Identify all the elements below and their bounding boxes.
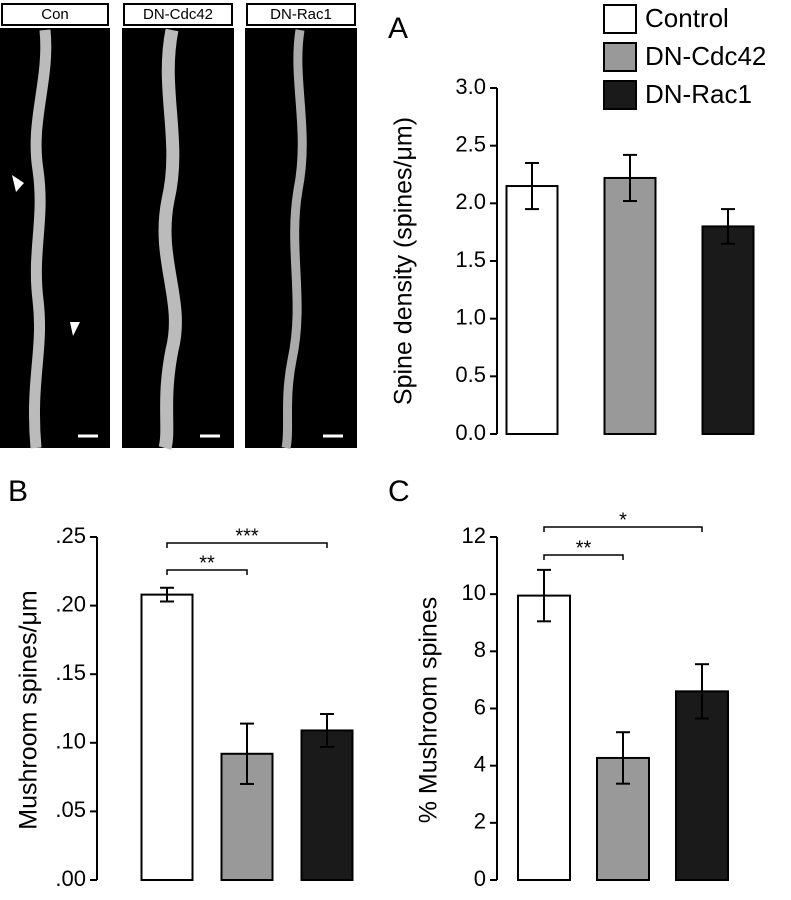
y-tick-label: .10	[55, 729, 86, 754]
panel-letter: A	[388, 12, 408, 45]
y-tick-label: 0.0	[455, 420, 486, 445]
label-box	[1, 3, 109, 26]
legend-label: DN-Rac1	[645, 79, 752, 109]
y-tick-label: 10	[462, 580, 486, 605]
significance-bracket	[166, 542, 328, 548]
y-tick-label: 6	[474, 694, 486, 719]
y-tick-label: 1.0	[455, 304, 486, 329]
arrowhead	[12, 175, 24, 192]
legend-label: DN-Cdc42	[645, 41, 766, 71]
y-tick-label: 1.5	[455, 247, 486, 272]
legend-swatch	[603, 80, 637, 110]
y-tick-label: .15	[55, 660, 86, 685]
significance-label: **	[199, 552, 215, 574]
y-tick-label: 0.5	[455, 362, 486, 387]
micrograph	[0, 28, 110, 448]
legend-swatch	[603, 42, 637, 72]
significance-label: ***	[235, 525, 259, 547]
bar	[675, 690, 729, 881]
significance-bracket	[543, 554, 624, 560]
y-tick-label: 8	[474, 637, 486, 662]
image-label: DN-Cdc42	[143, 6, 213, 23]
y-tick-label: .20	[55, 591, 86, 616]
bar	[517, 594, 571, 881]
dendrite	[281, 29, 307, 449]
bar	[140, 593, 194, 882]
y-tick-label: 2	[474, 809, 486, 834]
y-axis-label: Mushroom spines/μm	[15, 590, 43, 829]
bar	[300, 729, 354, 882]
micrographs: Con DN-Cdc42 DN-Rac1	[0, 3, 357, 450]
significance-label: *	[619, 509, 627, 531]
y-tick-label: .05	[55, 797, 86, 822]
legend-label: Control	[645, 3, 729, 33]
y-tick-label: .00	[55, 866, 86, 891]
panel-letter: B	[8, 475, 28, 508]
legend-swatch	[603, 4, 637, 34]
label-box	[246, 3, 356, 26]
significance-bracket	[543, 526, 703, 532]
y-axis-label: Spine density (spines/μm)	[390, 117, 418, 405]
significance-label: **	[576, 537, 592, 559]
micrograph	[122, 28, 234, 448]
dendrite	[29, 29, 52, 449]
y-tick-label: .25	[55, 523, 86, 548]
significance-bracket	[166, 569, 248, 575]
y-tick-label: 4	[474, 751, 486, 776]
bar	[701, 225, 755, 435]
y-axis-label: % Mushroom spines	[415, 597, 443, 823]
label-box	[123, 3, 233, 26]
y-tick-label: 2.0	[455, 189, 486, 214]
image-label: DN-Rac1	[270, 6, 332, 23]
dendrite	[158, 28, 182, 450]
image-label: Con	[41, 6, 69, 23]
bar	[603, 176, 657, 436]
y-tick-label: 12	[462, 523, 486, 548]
y-tick-label: 3.0	[455, 74, 486, 99]
bar	[505, 185, 559, 435]
y-tick-label: 0	[474, 866, 486, 891]
y-tick-label: 2.5	[455, 131, 486, 156]
panel-letter: C	[388, 475, 410, 508]
arrowhead	[70, 322, 80, 336]
